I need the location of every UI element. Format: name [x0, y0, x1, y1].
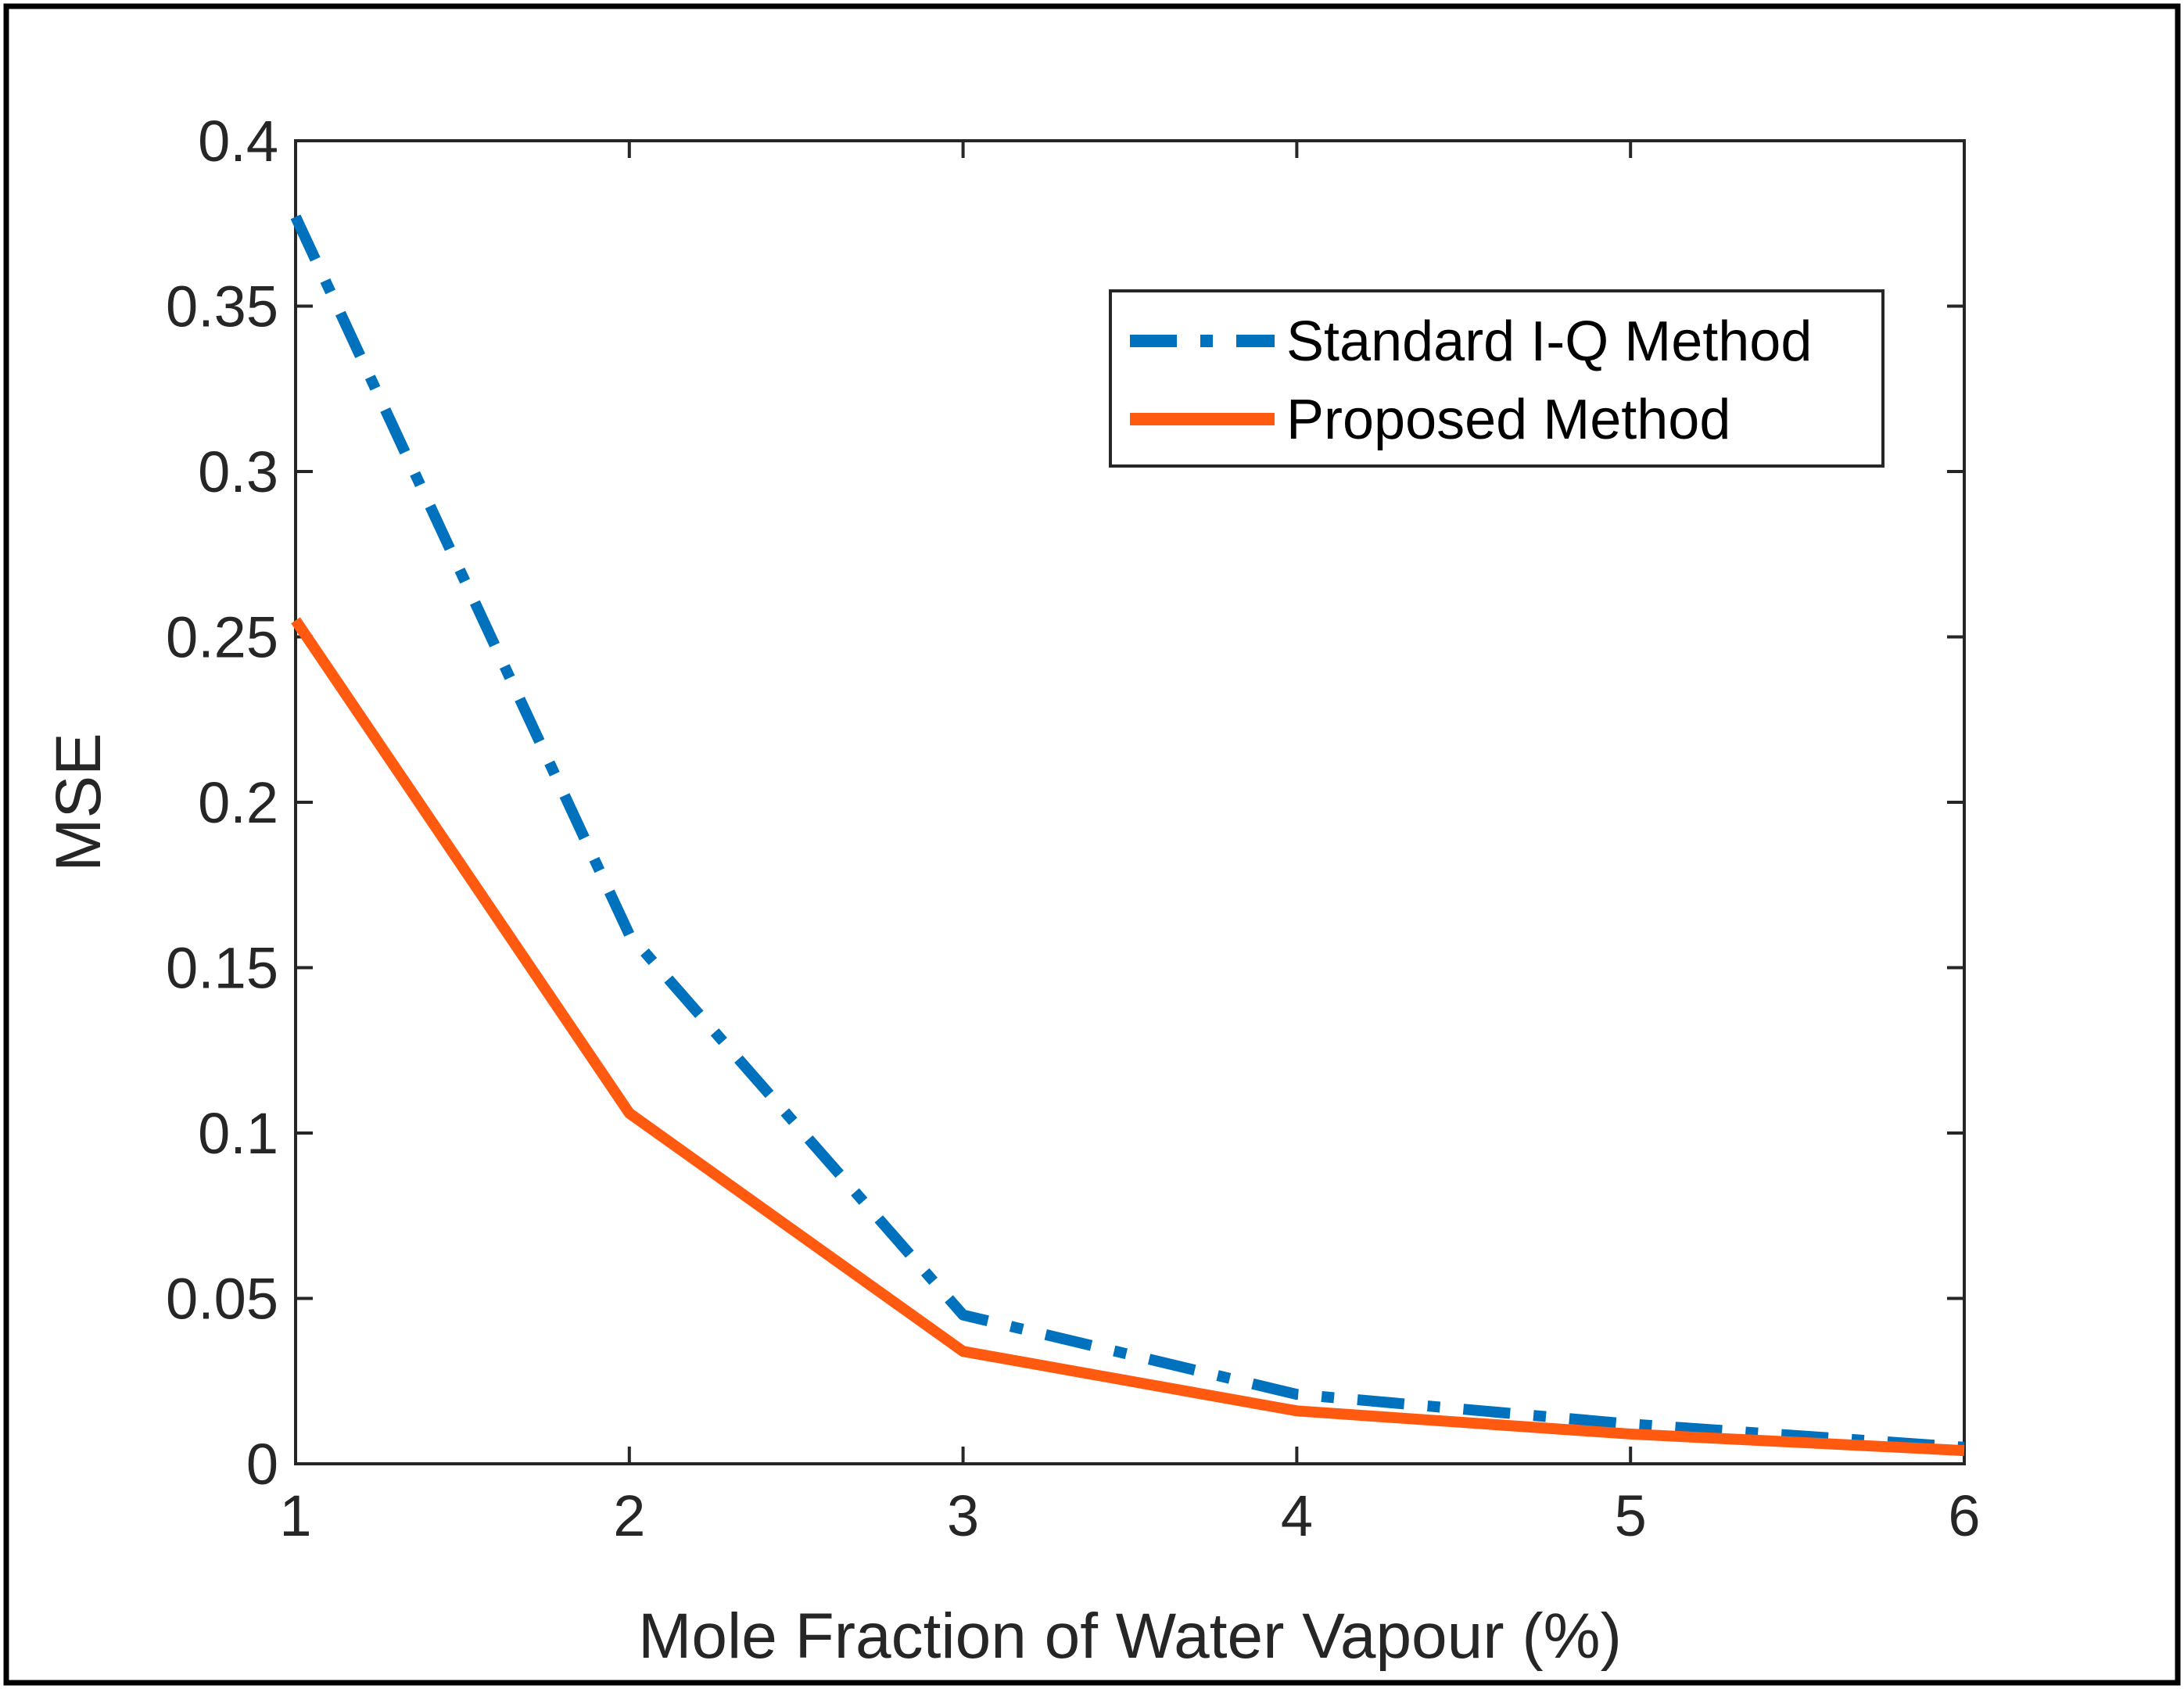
series-line-standard-iq — [290, 214, 1965, 1453]
x-tick-label: 4 — [1281, 1483, 1313, 1548]
x-tick-label: 3 — [947, 1483, 979, 1548]
y-tick-label: 0.05 — [166, 1267, 278, 1332]
y-tick-label: 0.15 — [166, 936, 278, 1001]
labels-layer: Mole Fraction of Water Vapour (%) MSE — [43, 733, 1622, 1672]
y-tick-label: 0.35 — [166, 274, 278, 339]
legend-box — [1109, 289, 1885, 468]
x-axis-label: Mole Fraction of Water Vapour (%) — [638, 1601, 1622, 1672]
y-tick-label: 0.25 — [166, 605, 278, 670]
y-tick-label: 0.1 — [198, 1101, 278, 1166]
legend-label-proposed: Proposed Method — [1286, 389, 1730, 451]
x-tick-label: 6 — [1948, 1483, 1980, 1548]
ticks-layer: 1 2 3 4 5 6 0 0.05 0.1 0.15 0.2 0.25 0.3 0.35 0.4 — [166, 109, 1981, 1548]
x-tick-label: 5 — [1615, 1483, 1647, 1548]
y-tick-label: 0.2 — [198, 770, 278, 835]
y-tick-label: 0 — [246, 1432, 278, 1497]
y-tick-label: 0.3 — [198, 439, 278, 504]
legend-label-standard-iq: Standard I-Q Method — [1286, 310, 1812, 373]
x-tick-label: 1 — [279, 1483, 311, 1548]
legend: Standard I-Q Method Proposed Method — [1109, 289, 1885, 468]
y-tick-label: 0.4 — [198, 109, 278, 174]
series-line-proposed — [291, 617, 1965, 1457]
series-layer — [290, 214, 1965, 1457]
x-tick-label: 2 — [613, 1483, 645, 1548]
y-axis-label: MSE — [43, 733, 114, 872]
